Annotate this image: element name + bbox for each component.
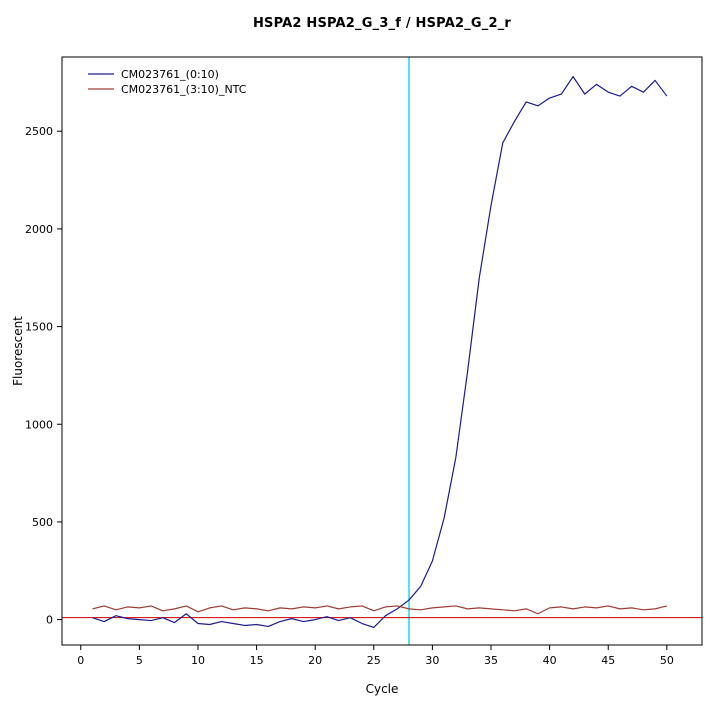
- x-tick-label: 45: [601, 654, 615, 667]
- legend-label-1: CM023761_(3:10)_NTC: [121, 83, 247, 96]
- x-tick-label: 20: [308, 654, 322, 667]
- y-tick-label: 500: [32, 516, 53, 529]
- plot-border: [61, 56, 703, 646]
- x-tick-label: 5: [136, 654, 143, 667]
- x-tick-label: 0: [77, 654, 84, 667]
- x-tick-label: 15: [250, 654, 264, 667]
- y-tick-label: 1500: [25, 321, 53, 334]
- x-tick-label: 40: [543, 654, 557, 667]
- x-tick-label: 25: [367, 654, 381, 667]
- y-tick-label: 0: [46, 614, 53, 627]
- y-tick-label: 1000: [25, 418, 53, 431]
- series-line-1: [92, 605, 667, 615]
- chart-title: HSPA2 HSPA2_G_3_f / HSPA2_G_2_r: [252, 16, 512, 31]
- x-tick-label: 50: [660, 654, 674, 667]
- x-tick-label: 10: [191, 654, 205, 667]
- y-tick-label: 2500: [25, 125, 53, 138]
- x-tick-label: 35: [484, 654, 498, 667]
- x-tick-label: 30: [425, 654, 439, 667]
- x-axis-title: Cycle: [365, 682, 399, 696]
- legend-label-0: CM023761_(0:10): [121, 68, 219, 81]
- y-tick-label: 2000: [25, 223, 53, 236]
- series-line-0: [92, 75, 668, 629]
